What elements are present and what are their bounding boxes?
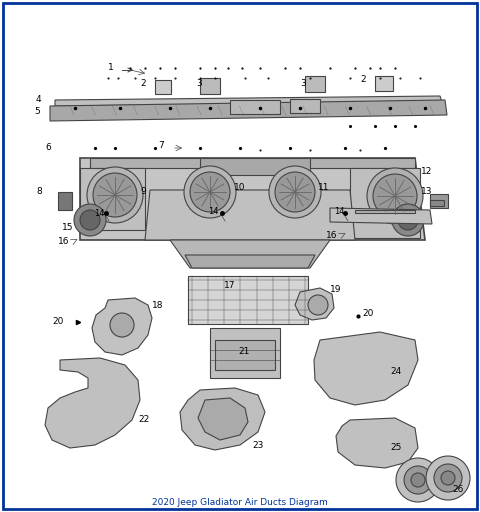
Text: 1: 1 xyxy=(108,63,114,73)
Text: 12: 12 xyxy=(421,167,432,177)
Circle shape xyxy=(275,172,315,212)
Polygon shape xyxy=(350,168,420,238)
Polygon shape xyxy=(50,100,447,121)
Text: 24: 24 xyxy=(390,368,401,376)
Text: 14: 14 xyxy=(208,207,218,217)
Text: 17: 17 xyxy=(224,282,236,290)
Text: 2020 Jeep Gladiator Air Ducts Diagram: 2020 Jeep Gladiator Air Ducts Diagram xyxy=(152,498,328,507)
Bar xyxy=(430,200,444,206)
Polygon shape xyxy=(295,288,334,320)
Text: 21: 21 xyxy=(238,348,250,356)
Text: 16: 16 xyxy=(326,231,337,241)
Circle shape xyxy=(190,172,230,212)
Text: 3: 3 xyxy=(300,79,306,89)
Circle shape xyxy=(411,473,425,487)
Circle shape xyxy=(308,295,328,315)
Circle shape xyxy=(367,168,423,224)
Text: 26: 26 xyxy=(452,485,463,495)
Bar xyxy=(430,194,448,208)
Bar xyxy=(58,192,72,210)
Polygon shape xyxy=(330,208,432,224)
Bar xyxy=(375,76,393,91)
Text: 3: 3 xyxy=(196,79,202,89)
Circle shape xyxy=(80,210,100,230)
Circle shape xyxy=(87,167,143,223)
Bar xyxy=(215,340,275,370)
Text: 20: 20 xyxy=(52,317,63,327)
Circle shape xyxy=(110,313,134,337)
Polygon shape xyxy=(55,96,442,106)
Polygon shape xyxy=(45,358,140,448)
Polygon shape xyxy=(145,190,355,240)
Text: 7: 7 xyxy=(158,141,164,151)
Polygon shape xyxy=(180,388,265,450)
Text: 23: 23 xyxy=(252,440,264,450)
Text: 14: 14 xyxy=(94,208,105,218)
Polygon shape xyxy=(198,398,248,440)
Circle shape xyxy=(373,174,417,218)
Polygon shape xyxy=(314,332,418,405)
Bar xyxy=(210,328,280,378)
Text: 6: 6 xyxy=(45,142,51,152)
Bar xyxy=(200,78,220,94)
Bar xyxy=(155,80,171,94)
Polygon shape xyxy=(355,210,415,213)
Text: 20: 20 xyxy=(362,309,373,317)
Circle shape xyxy=(74,204,106,236)
Text: 9: 9 xyxy=(140,187,146,197)
Text: 8: 8 xyxy=(36,187,42,197)
Bar xyxy=(188,276,308,324)
Polygon shape xyxy=(90,158,415,168)
Polygon shape xyxy=(92,298,152,355)
Circle shape xyxy=(404,466,432,494)
Text: 18: 18 xyxy=(152,301,164,309)
Bar xyxy=(230,100,280,114)
Polygon shape xyxy=(80,168,145,230)
Text: 14: 14 xyxy=(334,207,345,217)
Polygon shape xyxy=(200,158,310,175)
Circle shape xyxy=(184,166,236,218)
Bar xyxy=(290,99,320,113)
Text: 25: 25 xyxy=(390,443,401,453)
Circle shape xyxy=(398,210,418,230)
Text: 15: 15 xyxy=(62,224,73,232)
Circle shape xyxy=(434,464,462,492)
Text: 19: 19 xyxy=(330,286,341,294)
Text: 5: 5 xyxy=(34,108,40,117)
Polygon shape xyxy=(80,158,425,240)
Polygon shape xyxy=(336,418,418,468)
Circle shape xyxy=(269,166,321,218)
Circle shape xyxy=(396,458,440,502)
Text: 16: 16 xyxy=(58,238,70,246)
Text: 2: 2 xyxy=(140,79,145,89)
Circle shape xyxy=(392,204,424,236)
Text: 22: 22 xyxy=(138,416,149,424)
Circle shape xyxy=(441,471,455,485)
Text: 2: 2 xyxy=(360,75,366,84)
Text: 13: 13 xyxy=(421,187,432,197)
Polygon shape xyxy=(170,240,330,268)
Text: 10: 10 xyxy=(234,183,245,193)
Bar xyxy=(305,76,325,92)
Circle shape xyxy=(93,173,137,217)
Text: 11: 11 xyxy=(318,183,329,193)
Text: 4: 4 xyxy=(36,96,42,104)
Circle shape xyxy=(426,456,470,500)
Polygon shape xyxy=(185,255,315,268)
